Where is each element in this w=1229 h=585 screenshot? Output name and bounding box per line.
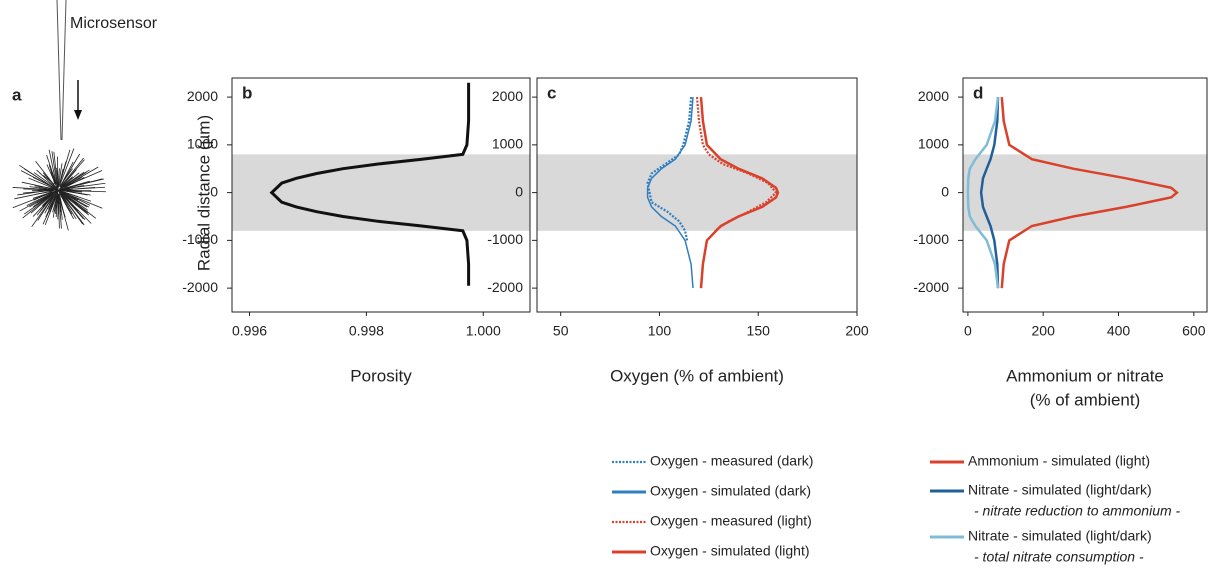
arrow-head	[74, 110, 82, 120]
x-tick-label: 0	[964, 323, 972, 339]
sensor-caption: Microsensor	[70, 15, 158, 32]
y-tick-label: 1000	[187, 136, 218, 152]
sensor	[62, 0, 66, 140]
legend-label: Oxygen - measured (dark)	[650, 453, 813, 469]
x-tick-label: 600	[1182, 323, 1206, 339]
x-axis-label: Oxygen (% of ambient)	[610, 366, 784, 385]
shaded-band	[963, 154, 1207, 230]
shaded-band	[537, 154, 857, 230]
y-tick-label: -2000	[913, 279, 949, 295]
legend-label: Oxygen - measured (light)	[650, 513, 812, 529]
legend-label: Nitrate - simulated (light/dark)	[968, 482, 1152, 498]
x-tick-label: 0.996	[232, 323, 267, 339]
panel-label: d	[973, 83, 983, 102]
legend-label: Nitrate - simulated (light/dark)	[968, 528, 1152, 544]
sensor	[57, 0, 61, 140]
y-tick-label: 0	[941, 183, 949, 199]
legend-note: - total nitrate consumption -	[974, 549, 1144, 565]
legend-label: Ammonium - simulated (light)	[968, 453, 1150, 469]
colony-illustration	[13, 149, 106, 231]
y-tick-label: 1000	[918, 136, 949, 152]
panel-label: a	[12, 85, 22, 104]
panel-label: b	[242, 83, 252, 102]
y-tick-label: 1000	[492, 136, 523, 152]
x-tick-label: 150	[747, 323, 771, 339]
y-tick-label: 0	[515, 183, 523, 199]
x-axis-label: Porosity	[350, 366, 412, 385]
y-tick-label: -1000	[487, 231, 523, 247]
x-tick-label: 200	[1032, 323, 1056, 339]
legend-label: Oxygen - simulated (dark)	[650, 483, 811, 499]
y-tick-label: -1000	[182, 231, 218, 247]
y-tick-label: 2000	[918, 88, 949, 104]
x-tick-label: 0.998	[349, 323, 384, 339]
legend-label: Oxygen - simulated (light)	[650, 543, 810, 559]
y-tick-label: 0	[210, 183, 218, 199]
x-tick-label: 1.000	[466, 323, 501, 339]
shaded-band	[232, 154, 530, 230]
y-tick-label: -2000	[182, 279, 218, 295]
y-tick-label: -2000	[487, 279, 523, 295]
x-tick-label: 200	[845, 323, 869, 339]
x-tick-label: 400	[1107, 323, 1131, 339]
y-tick-label: -1000	[913, 231, 949, 247]
legend-note: - nitrate reduction to ammonium -	[974, 503, 1181, 519]
x-tick-label: 100	[648, 323, 672, 339]
y-tick-label: 2000	[187, 88, 218, 104]
x-tick-label: 50	[553, 323, 569, 339]
panel-label: c	[547, 83, 556, 102]
x-axis-label: (% of ambient)	[1030, 390, 1141, 409]
x-axis-label: Ammonium or nitrate	[1006, 366, 1164, 385]
y-tick-label: 2000	[492, 88, 523, 104]
